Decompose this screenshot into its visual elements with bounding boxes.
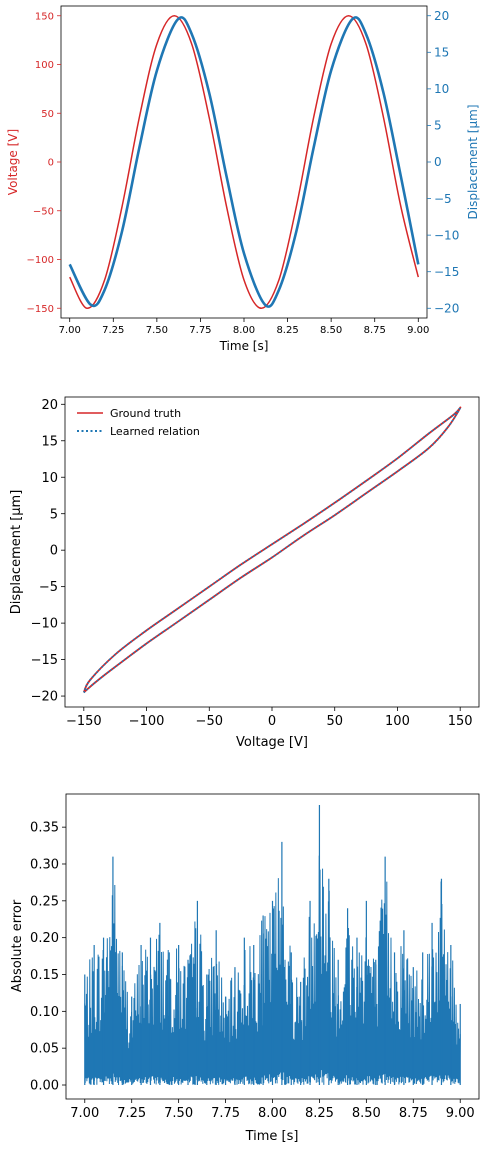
chart1-x-tick-label: 7.50: [146, 325, 168, 336]
chart3-y-tick-label: 0.20: [30, 931, 59, 946]
chart2-x-tick-label: 0: [268, 714, 276, 729]
chart2-x-tick-label: 150: [448, 714, 473, 729]
chart2-x-tick-label: −150: [66, 714, 102, 729]
chart1-left-y-tick-label: 100: [35, 60, 54, 71]
learned-relation-series-line: [82, 406, 462, 694]
chart3-y-tick-label: 0.05: [30, 1042, 59, 1057]
chart3-x-tick-label: 7.75: [211, 1106, 240, 1121]
chart1-x-tick-label: 7.25: [102, 325, 124, 336]
chart1-left-y-tick-label: 0: [48, 158, 54, 169]
chart1-x-tick-label: 9.00: [407, 325, 429, 336]
legend-ground-truth-label: Ground truth: [110, 407, 181, 420]
chart2-x-tick-label: −100: [129, 714, 165, 729]
voltage-displacement-time-chart: 7.00 7.25 7.50 7.75 8.00 8.25 8.50 8.75 9.00−150…: [6, 5, 480, 353]
chart1-left-y-tick-label: −100: [27, 255, 54, 266]
chart1-x-tick-label: 8.00: [233, 325, 255, 336]
chart2-x-tick-label: −50: [196, 714, 223, 729]
chart1-left-y-tick-label: 50: [41, 109, 54, 120]
chart3-y-tick-label: 0.15: [30, 968, 59, 983]
chart1-y-axis-label-left: Voltage [V]: [6, 129, 20, 195]
chart1-x-tick-label: 8.25: [276, 325, 298, 336]
chart1-y-axis-label-right: Displacement [μm]: [466, 105, 480, 220]
chart2-y-axis-label: Displacement [μm]: [9, 490, 24, 615]
chart2-legend: Ground truth Learned relation: [77, 407, 200, 438]
chart2-y-tick-label: 5: [50, 507, 58, 522]
chart2-y-tick-label: 20: [41, 398, 58, 413]
chart1-right-y-tick-label: 15: [434, 45, 449, 59]
chart3-x-tick-label: 9.00: [446, 1106, 475, 1121]
chart1-left-y-tick-label: −150: [27, 304, 54, 315]
chart2-y-tick-label: −5: [39, 580, 58, 595]
chart1-right-y-tick-label: 0: [434, 155, 442, 169]
chart1-right-y-tick-label: 20: [434, 9, 449, 23]
chart3-x-tick-label: 8.00: [258, 1106, 287, 1121]
chart2-y-tick-label: −10: [31, 617, 58, 632]
chart1-x-tick-label: 7.75: [189, 325, 211, 336]
chart3-x-tick-label: 8.75: [399, 1106, 428, 1121]
absolute-error-chart: 7.00 7.25 7.50 7.75 8.00 8.25 8.50 8.75 9.00 0.00…: [10, 793, 480, 1144]
chart1-right-y-tick-label: 5: [434, 119, 442, 133]
ground-truth-series-line: [82, 406, 462, 694]
chart2-x-tick-label: 50: [326, 714, 343, 729]
chart3-x-axis-label: Time [s]: [245, 1129, 299, 1144]
chart3-y-tick-label: 0.30: [30, 858, 59, 873]
chart3-y-tick-label: 0.25: [30, 894, 59, 909]
chart1-right-y-tick-label: −15: [434, 265, 459, 279]
chart3-x-tick-label: 7.25: [117, 1106, 146, 1121]
chart2-y-tick-label: 0: [50, 544, 58, 559]
chart2-x-axis-label: Voltage [V]: [236, 735, 308, 750]
chart2-y-tick-label: 15: [41, 434, 58, 449]
chart3-x-tick-label: 8.25: [305, 1106, 334, 1121]
chart1-x-tick-label: 8.75: [364, 325, 386, 336]
chart1-x-tick-label: 7.00: [59, 325, 81, 336]
chart3-y-axis-label: Absolute error: [10, 899, 25, 992]
chart1-right-y-tick-label: −10: [434, 228, 459, 242]
chart3-y-tick-label: 0.35: [30, 821, 59, 836]
chart1-x-tick-label: 8.50: [320, 325, 342, 336]
chart3-x-tick-label: 7.50: [164, 1106, 193, 1121]
displacement-series-line: [68, 16, 420, 308]
chart1-left-y-tick-label: 150: [35, 11, 54, 22]
chart1-right-y-tick-label: −20: [434, 301, 459, 315]
chart1-right-y-tick-label: −5: [434, 192, 452, 206]
hysteresis-chart: −150 −100 −50 0 50 100 150−20−15−10−505101520 …: [9, 396, 480, 750]
chart2-y-tick-label: 10: [41, 471, 58, 486]
chart2-y-tick-label: −20: [31, 690, 58, 705]
chart1-left-y-tick-label: −50: [33, 206, 54, 217]
legend-learned-relation-label: Learned relation: [110, 425, 200, 438]
chart3-y-tick-label: 0.00: [30, 1079, 59, 1094]
chart3-x-tick-label: 8.50: [352, 1106, 381, 1121]
chart1-right-y-tick-label: 10: [434, 82, 449, 96]
chart3-x-tick-label: 7.00: [70, 1106, 99, 1121]
chart3-y-tick-label: 0.10: [30, 1005, 59, 1020]
chart1-x-axis-label: Time [s]: [219, 339, 269, 353]
chart2-y-tick-label: −15: [31, 653, 58, 668]
voltage-series-line: [69, 15, 420, 310]
chart2-x-tick-label: 100: [385, 714, 410, 729]
